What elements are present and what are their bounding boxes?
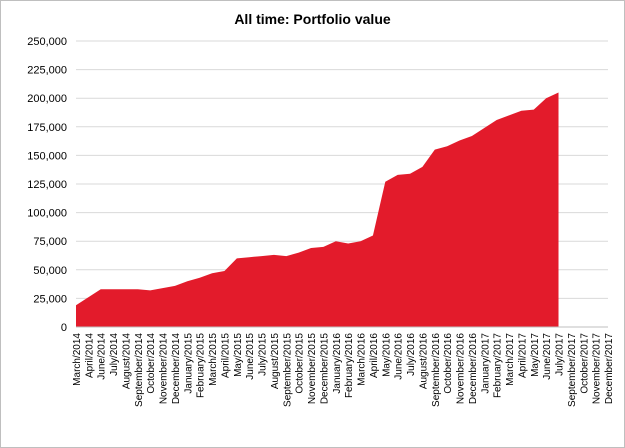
y-tick-label: 25,000 [33, 293, 67, 305]
x-tick-label: October/2016 [443, 333, 454, 394]
x-tick-label: June/2014 [97, 333, 108, 380]
x-tick-label: October/2015 [295, 333, 306, 394]
x-tick-label: April/2017 [517, 333, 528, 378]
x-tick-label: February/2015 [196, 333, 207, 398]
x-tick-label: August/2016 [418, 333, 429, 390]
y-tick-label: 0 [61, 322, 67, 334]
x-tick-label: May/2016 [381, 333, 392, 377]
x-tick-label: April/2016 [369, 333, 380, 378]
x-tick-label: November/2017 [592, 333, 603, 405]
x-tick-label: August/2014 [121, 333, 132, 390]
y-tick-label: 250,000 [27, 36, 67, 48]
x-tick-label: January/2017 [480, 333, 491, 394]
y-tick-label: 100,000 [27, 208, 67, 220]
x-tick-label: May/2015 [233, 333, 244, 377]
chart-title: All time: Portfolio value [234, 11, 391, 27]
x-tick-label: March/2015 [208, 333, 219, 386]
x-tick-label: February/2017 [493, 333, 504, 398]
x-tick-label: July/2016 [406, 333, 417, 376]
x-tick-label: December/2017 [604, 333, 615, 405]
x-tick-label: June/2016 [394, 333, 405, 380]
x-tick-label: January/2016 [332, 333, 343, 394]
y-tick-label: 125,000 [27, 179, 67, 191]
y-tick-label: 150,000 [27, 150, 67, 162]
y-tick-label: 225,000 [27, 65, 67, 77]
x-tick-label: October/2017 [579, 333, 590, 394]
x-tick-label: March/2014 [72, 333, 83, 386]
x-tick-label: February/2016 [344, 333, 355, 398]
x-tick-label: July/2015 [258, 333, 269, 376]
x-tick-label: September/2014 [134, 333, 145, 407]
x-tick-label: November/2014 [159, 333, 170, 405]
portfolio-value-area [76, 92, 559, 327]
x-tick-label: July/2014 [109, 333, 120, 376]
x-tick-label: March/2016 [357, 333, 368, 386]
x-tick-label: April/2014 [84, 333, 95, 378]
y-tick-label: 200,000 [27, 93, 67, 105]
y-tick-label: 50,000 [33, 265, 67, 277]
y-tick-label: 75,000 [33, 236, 67, 248]
x-tick-label: November/2015 [307, 333, 318, 405]
x-tick-label: December/2014 [171, 333, 182, 405]
x-tick-label: June/2015 [245, 333, 256, 380]
y-tick-label: 175,000 [27, 122, 67, 134]
x-tick-label: March/2017 [505, 333, 516, 386]
x-tick-label: November/2016 [456, 333, 467, 405]
x-tick-label: April/2015 [220, 333, 231, 378]
x-tick-label: December/2015 [319, 333, 330, 405]
x-tick-label: October/2014 [146, 333, 157, 394]
x-tick-label: September/2017 [567, 333, 578, 407]
x-tick-label: September/2015 [282, 333, 293, 407]
x-tick-label: May/2017 [530, 333, 541, 377]
x-tick-label: June/2017 [542, 333, 553, 380]
x-tick-label: July/2017 [555, 333, 566, 376]
x-tick-label: December/2016 [468, 333, 479, 405]
x-tick-label: August/2015 [270, 333, 281, 390]
x-tick-label: September/2016 [431, 333, 442, 407]
x-tick-label: January/2015 [183, 333, 194, 394]
